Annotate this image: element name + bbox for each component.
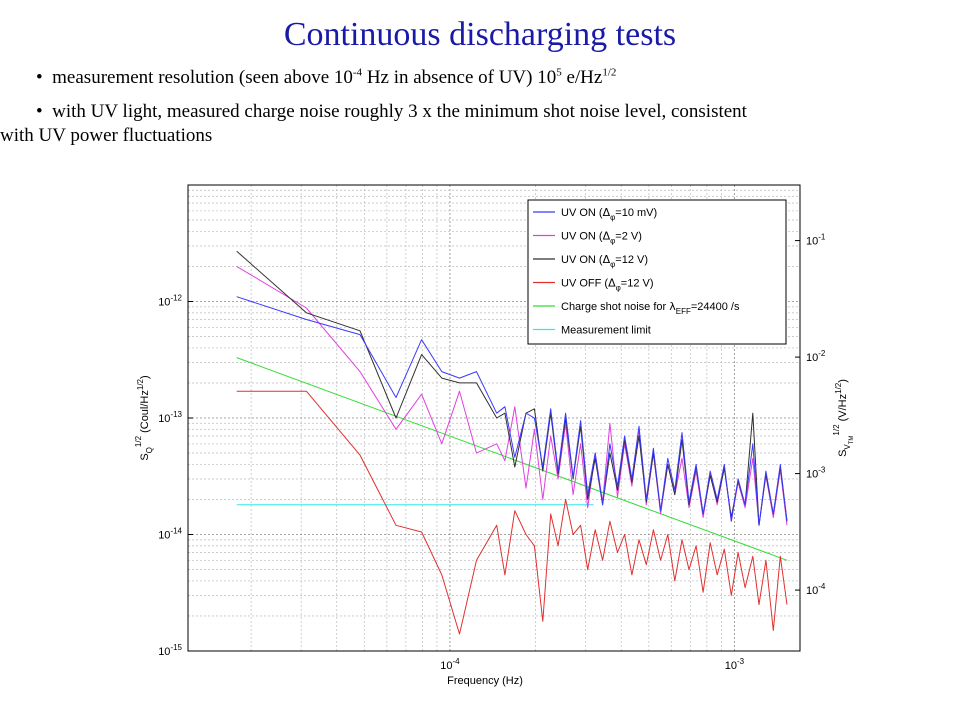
y-tick-label-base: 10 bbox=[158, 530, 170, 542]
x-tick-label-base: 10 bbox=[440, 660, 452, 672]
chart-series bbox=[236, 250, 788, 635]
y2-axis-label: SVTM1/2 (V/Hz1/2) bbox=[832, 379, 855, 457]
y-tick-label: 10-13 bbox=[158, 410, 182, 425]
bullet-uv-light: • with UV light, measured charge noise r… bbox=[0, 100, 946, 148]
y-tick-label-exponent: -12 bbox=[170, 294, 182, 303]
noise-spectrum-chart: 10-4 10-310-1210-1310-1410-1510-110-210-3… bbox=[134, 184, 855, 687]
legend-entry-sym: Δ bbox=[603, 253, 611, 266]
legend-entry-post: =24400 /s bbox=[691, 301, 740, 313]
bullet1-unit: e/Hz bbox=[561, 67, 603, 88]
bullet2-line2: with UV power fluctuations bbox=[0, 125, 213, 146]
bullet1-exp2: 5 bbox=[556, 66, 562, 79]
x-axis-label: Frequency (Hz) bbox=[447, 675, 523, 687]
legend-entry: UV ON (Δφ=10 mV) bbox=[561, 206, 657, 222]
legend-entry-pre: UV ON ( bbox=[561, 254, 603, 266]
y-tick-label-base: 10 bbox=[158, 413, 170, 425]
x-tick-label: 10-3 bbox=[725, 657, 745, 672]
bullet1-exp3: 1/2 bbox=[602, 66, 617, 79]
legend-entry-sym: λ bbox=[669, 300, 676, 313]
y2-tick-label: 10-2 bbox=[806, 349, 826, 364]
y-tick-label-base: 10 bbox=[158, 646, 170, 658]
x-tick-label-exponent: -4 bbox=[453, 657, 461, 666]
y-tick-label-exponent: -13 bbox=[170, 410, 182, 419]
legend-entry-sub: φ bbox=[610, 213, 615, 222]
legend-entry-pre: Measurement limit bbox=[561, 325, 651, 337]
y2-tick-label: 10-4 bbox=[806, 582, 826, 597]
y2-tick-label-base: 10 bbox=[806, 352, 818, 364]
axis-ticks: 10-4 10-310-1210-1310-1410-1510-110-210-3… bbox=[158, 233, 826, 672]
y-tick-label-exponent: -15 bbox=[170, 643, 182, 652]
y2-tick-label-exponent: -3 bbox=[818, 466, 826, 475]
legend-entry-sub: φ bbox=[610, 237, 615, 246]
legend-entry-sym: Δ bbox=[608, 277, 616, 290]
legend-entry: Measurement limit bbox=[561, 325, 651, 337]
legend-entry-post: =2 V) bbox=[615, 231, 642, 243]
legend-entry-sym: Δ bbox=[603, 230, 611, 243]
y2-tick-label: 10-3 bbox=[806, 466, 826, 481]
x-tick-label-exponent: -3 bbox=[737, 657, 745, 666]
legend-entry-sym: Δ bbox=[603, 206, 611, 219]
y-tick-label: 10-12 bbox=[158, 294, 182, 309]
y-axis-label: SQ1/2 (Coul/Hz1/2) bbox=[134, 375, 154, 460]
bullet1-prefix: measurement resolution (seen above 10 bbox=[52, 67, 353, 88]
y2-tick-label-exponent: -1 bbox=[818, 233, 826, 242]
legend-entry: UV OFF (Δφ=12 V) bbox=[561, 277, 654, 293]
legend-entry: UV ON (Δφ=2 V) bbox=[561, 230, 642, 246]
legend-entry-post: =12 V) bbox=[615, 254, 648, 266]
bullet1-exp1: -4 bbox=[352, 66, 363, 79]
y-tick-label: 10-14 bbox=[158, 527, 182, 542]
y-tick-label: 10-15 bbox=[158, 643, 182, 658]
series-line-4 bbox=[236, 357, 788, 561]
legend-entry-post: =10 mV) bbox=[615, 207, 657, 219]
series-line-0 bbox=[236, 296, 788, 526]
y2-tick-label: 10-1 bbox=[806, 233, 826, 248]
bullet-resolution: • measurement resolution (seen above 10-… bbox=[36, 66, 617, 88]
legend-box bbox=[527, 199, 787, 345]
y2-tick-label-base: 10 bbox=[806, 585, 818, 597]
series-line-3 bbox=[236, 390, 788, 635]
legend-entry-sub: φ bbox=[616, 284, 621, 293]
bullet2-line1: with UV light, measured charge noise rou… bbox=[52, 101, 747, 122]
legend-entry-post: =12 V) bbox=[621, 278, 654, 290]
y2-tick-label-base: 10 bbox=[806, 236, 818, 248]
y2-tick-label-exponent: -2 bbox=[818, 349, 826, 358]
legend-entry-pre: UV ON ( bbox=[561, 207, 603, 219]
x-tick-label: 10-4 bbox=[440, 657, 460, 672]
y-tick-label-exponent: -14 bbox=[170, 527, 182, 536]
legend-entry-sub: EFF bbox=[676, 307, 691, 316]
chart-legend: UV ON (Δφ=10 mV)UV ON (Δφ=2 V)UV ON (Δφ=… bbox=[527, 199, 787, 345]
legend-entry-pre: UV ON ( bbox=[561, 231, 603, 243]
legend-entry: Charge shot noise for λEFF=24400 /s bbox=[561, 300, 740, 316]
legend-entry-pre: UV OFF ( bbox=[561, 278, 608, 290]
legend-entry: UV ON (Δφ=12 V) bbox=[561, 253, 648, 269]
x-tick-label-base: 10 bbox=[725, 660, 737, 672]
bullet1-mid: Hz in absence of UV) 10 bbox=[362, 67, 557, 88]
y-tick-label-base: 10 bbox=[158, 297, 170, 309]
legend-entry-pre: Charge shot noise for bbox=[561, 301, 669, 313]
y2-tick-label-exponent: -4 bbox=[818, 582, 826, 591]
slide-title: Continuous discharging tests bbox=[283, 16, 677, 53]
y2-tick-label-base: 10 bbox=[806, 469, 818, 481]
legend-entry-sub: φ bbox=[610, 260, 615, 269]
